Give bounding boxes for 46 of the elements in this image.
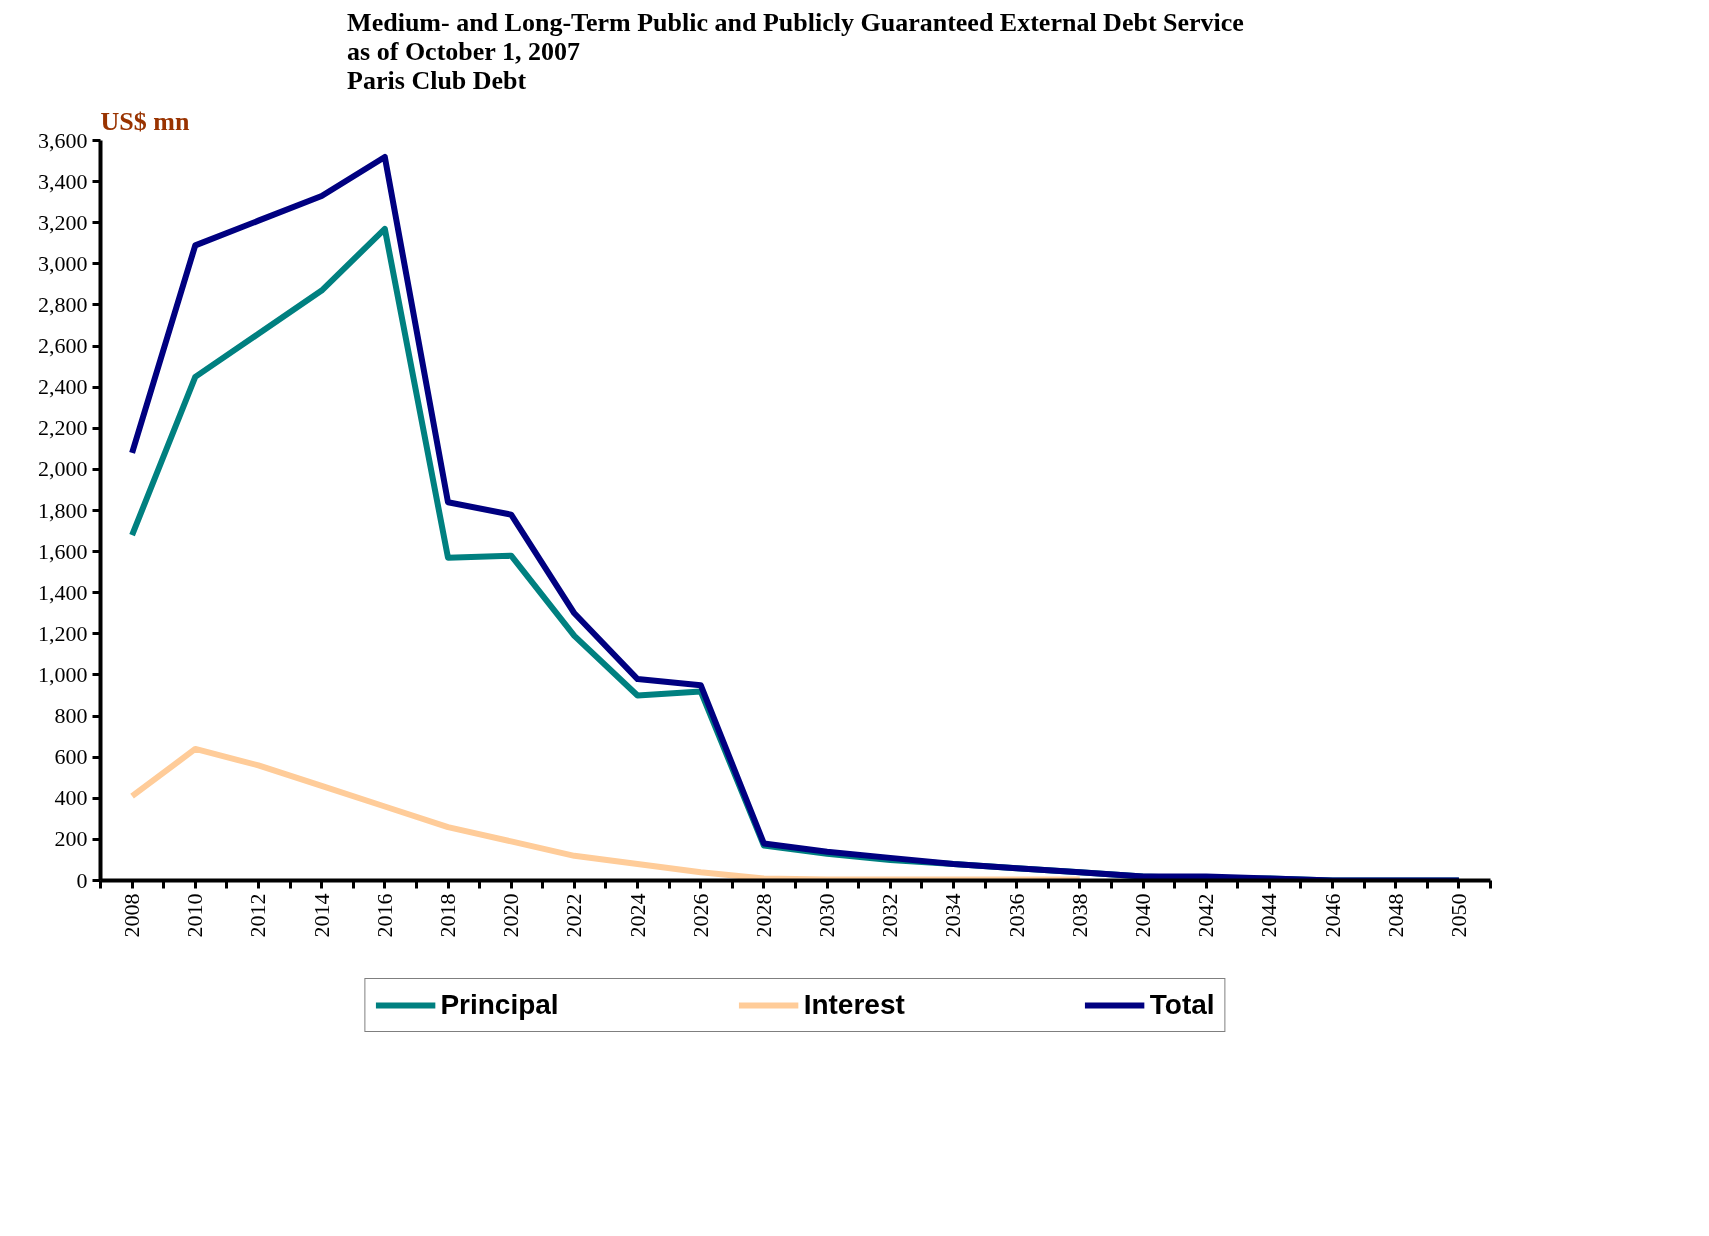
x-tick-label: 2048: [1382, 893, 1408, 938]
y-tick-label: 2,600: [38, 333, 88, 359]
y-tick-label: 3,600: [38, 127, 88, 153]
x-tick-label: 2010: [182, 893, 208, 938]
y-tick-label: 1,200: [38, 620, 88, 646]
x-tick-label: 2028: [750, 893, 776, 938]
legend-label: Interest: [803, 989, 905, 1021]
x-tick-label: 2044: [1256, 893, 1282, 938]
y-tick-label: 1,400: [38, 579, 88, 605]
y-tick-label: 0: [76, 867, 88, 893]
chart-title: Medium- and Long-Term Public and Publicly Guaranteed External Debt Service as of October 1, 2007 Paris Club Debt: [347, 7, 1244, 95]
y-tick-label: 1,800: [38, 497, 88, 523]
x-tick-label: 2018: [435, 893, 460, 938]
x-tick-label: 2026: [687, 893, 713, 938]
y-tick-label: 400: [54, 785, 88, 811]
x-tick-label: 2032: [877, 893, 903, 938]
y-tick-label: 2,200: [38, 415, 88, 441]
x-tick-label: 2034: [940, 893, 966, 938]
y-tick-label: 2,400: [38, 374, 88, 400]
x-tick-label: 2024: [624, 893, 650, 938]
x-tick-label: 2014: [308, 893, 334, 938]
x-tick-label: 2016: [371, 893, 397, 938]
y-tick-label: 1,000: [38, 661, 88, 687]
legend-label: Total: [1149, 989, 1215, 1021]
x-tick-label: 2038: [1066, 893, 1092, 938]
x-tick-label: 2022: [561, 893, 587, 938]
x-tick-label: 2036: [1003, 893, 1029, 938]
y-tick-label: 3,000: [38, 250, 88, 276]
legend-label: Principal: [440, 989, 559, 1021]
x-tick-label: 2030: [814, 893, 840, 938]
x-tick-label: 2046: [1319, 893, 1345, 938]
x-tick-label: 2008: [119, 893, 145, 938]
y-tick-label: 800: [54, 703, 88, 729]
y-tick-label: 2,800: [38, 291, 88, 317]
y-tick-label: 3,200: [38, 209, 88, 235]
y-tick-label: 3,400: [38, 168, 88, 194]
x-tick-label: 2042: [1193, 893, 1219, 938]
x-tick-label: 2040: [1130, 893, 1155, 938]
y-tick-label: 2,000: [38, 456, 88, 482]
x-tick-label: 2020: [498, 893, 524, 938]
y-axis-title: US$ mn: [100, 106, 190, 136]
y-tick-label: 1,600: [38, 538, 88, 564]
y-tick-label: 600: [54, 744, 88, 770]
y-tick-label: 200: [54, 826, 88, 852]
x-tick-label: 2050: [1445, 893, 1471, 938]
x-tick-label: 2012: [245, 893, 271, 938]
